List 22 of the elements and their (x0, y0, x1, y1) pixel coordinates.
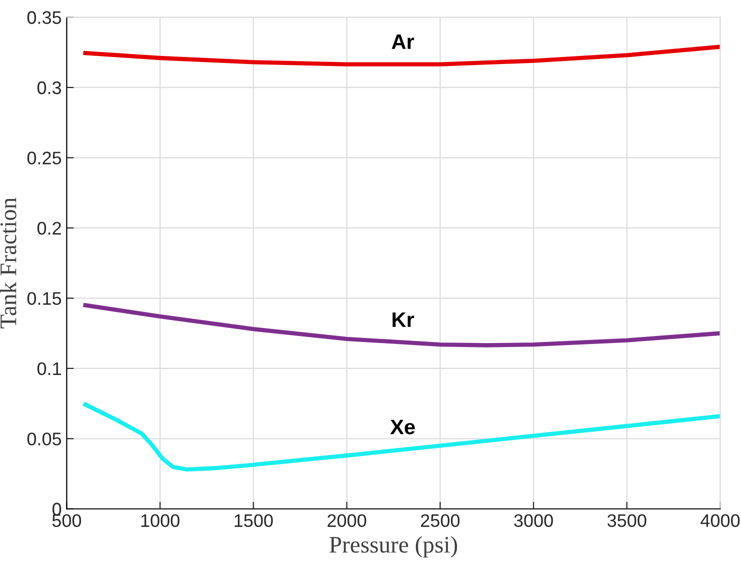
y-tick-label: 0.15 (27, 292, 62, 305)
series-label: Ar (392, 34, 414, 49)
x-tick-label: 2000 (328, 514, 366, 527)
y-tick-label: 0.2 (37, 222, 61, 235)
x-tick-label: 2500 (420, 514, 460, 527)
y-axis-title: Tank Fraction (0, 198, 16, 328)
y-tick-label: 0.35 (27, 11, 62, 24)
series-label: Kr (392, 312, 414, 327)
x-tick-label: 1500 (234, 514, 273, 527)
y-tick-label: 0.05 (27, 432, 62, 446)
x-axis-title: Pressure (psi) (330, 536, 458, 558)
x-tick-label: 1000 (141, 514, 180, 527)
line-series (83, 303, 720, 348)
line-series (83, 402, 720, 472)
x-tick-label: 3000 (514, 514, 553, 527)
x-tick-label: 500 (52, 514, 82, 527)
y-tick-label: 0.3 (37, 81, 62, 94)
x-tick-label: 4000 (700, 514, 740, 527)
x-tick-label: 3500 (607, 514, 646, 527)
y-tick-label: 0.25 (27, 152, 62, 164)
series-label: Xe (390, 420, 415, 434)
y-tick-label: 0.1 (37, 362, 61, 376)
